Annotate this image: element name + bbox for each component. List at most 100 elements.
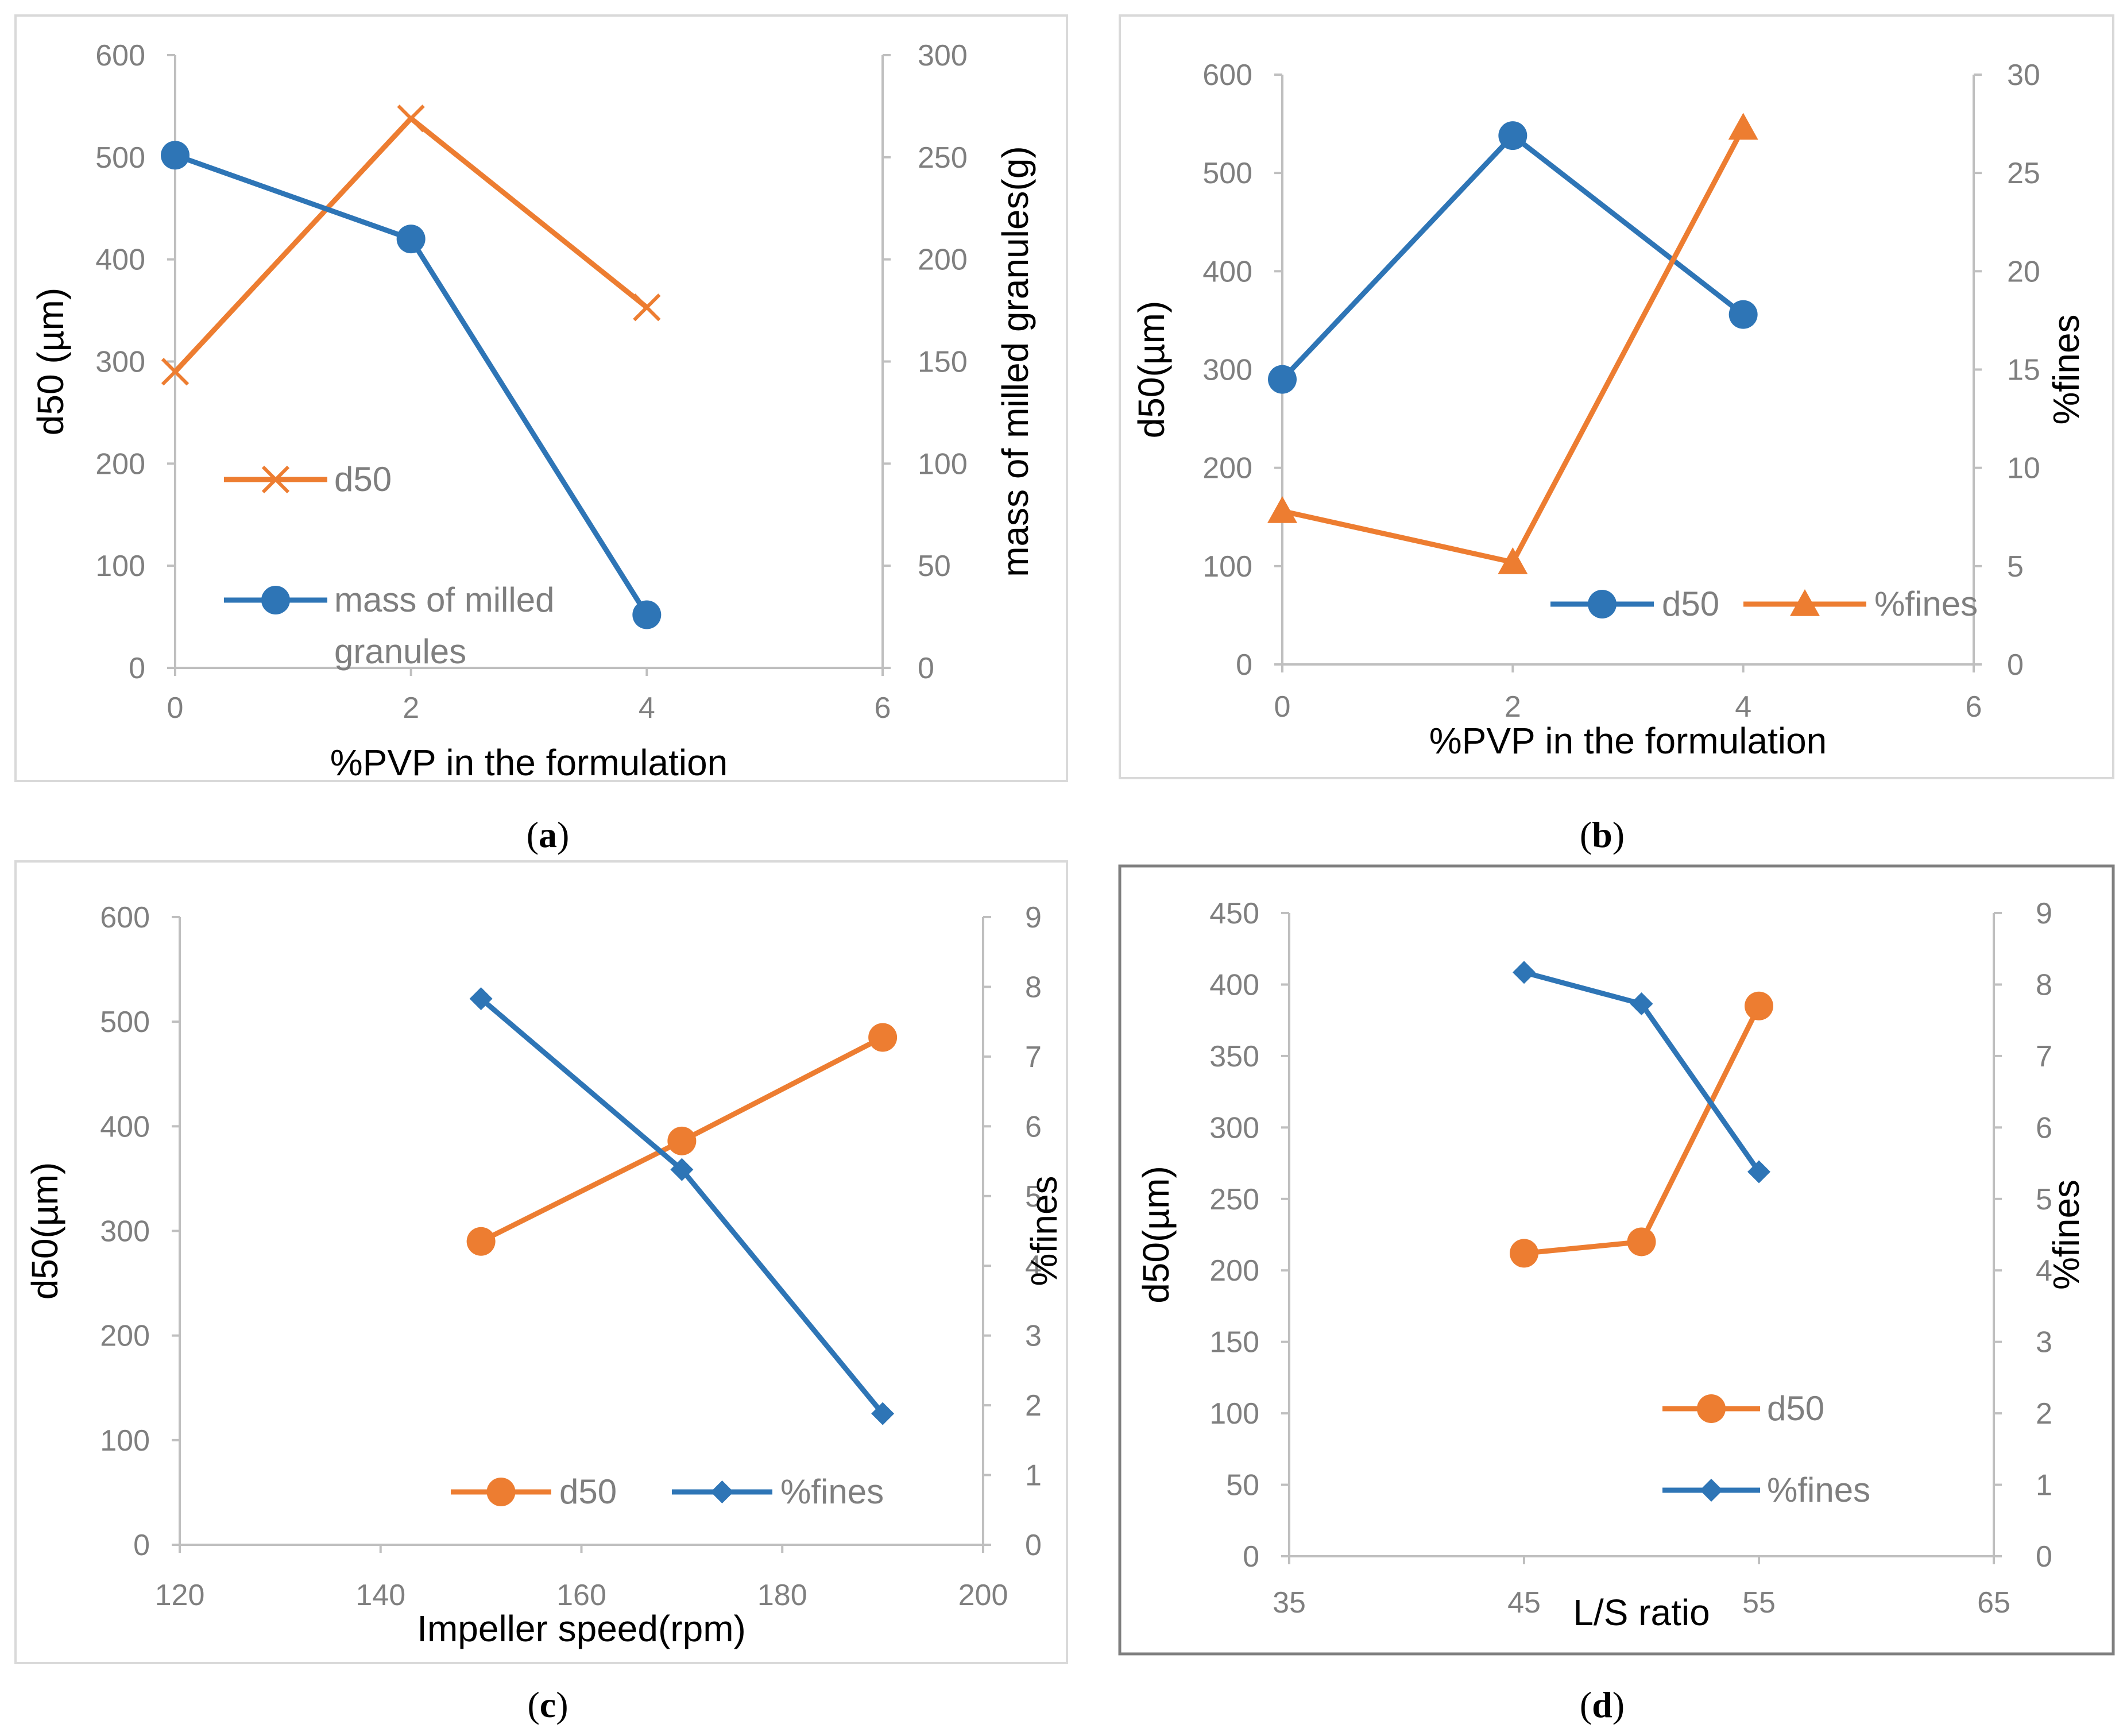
y2-tick-label: 30 — [2007, 59, 2040, 92]
y-tick-label: 50 — [1226, 1469, 1259, 1502]
y2-tick-label: 7 — [1025, 1041, 1042, 1074]
legend-marker — [486, 1478, 516, 1506]
data-point — [469, 987, 493, 1011]
x-tick-label: 140 — [355, 1579, 405, 1612]
legend-label: d50 — [334, 460, 392, 498]
data-point — [633, 293, 661, 322]
data-point — [871, 1402, 895, 1425]
x-tick-label: 120 — [155, 1579, 205, 1612]
legend-marker — [1790, 589, 1820, 616]
y-tick-label: 600 — [1202, 59, 1252, 92]
x-tick-label: 4 — [1735, 690, 1751, 724]
y2-tick-label: 15 — [2007, 354, 2040, 387]
y-tick-label: 300 — [1202, 354, 1252, 387]
y2-tick-label: 9 — [2036, 897, 2052, 930]
y-tick-label: 300 — [1209, 1111, 1259, 1145]
x-axis-title: L/S ratio — [1573, 1592, 1710, 1633]
data-point — [161, 358, 190, 386]
y2-tick-label: 3 — [2036, 1326, 2052, 1359]
legend-marker — [1588, 590, 1617, 618]
y-axis-title: d50(µm) — [1131, 301, 1172, 439]
data-point — [161, 141, 190, 170]
legend-label: %fines — [1767, 1471, 1870, 1509]
y-tick-label: 200 — [100, 1320, 150, 1353]
x-tick-label: 2 — [403, 691, 419, 725]
y-axis-title: d50(µm) — [1135, 1166, 1177, 1304]
legend-label: d50 — [1662, 585, 1719, 623]
x-axis-title: %PVP in the formulation — [1429, 720, 1827, 761]
data-point — [1728, 300, 1758, 329]
x-tick-label: 160 — [556, 1579, 606, 1612]
y2-tick-label: 0 — [2036, 1540, 2052, 1573]
data-point — [632, 600, 662, 629]
y-tick-label: 600 — [100, 901, 150, 934]
y2-tick-label: 300 — [918, 39, 968, 72]
chart-frame — [1119, 14, 2114, 779]
x-tick-label: 55 — [1742, 1586, 1776, 1619]
x-tick-label: 180 — [757, 1579, 807, 1612]
data-point — [1267, 496, 1297, 523]
y2-axis-title: mass of milled granules(g) — [995, 146, 1036, 577]
y2-tick-label: 4 — [2036, 1254, 2052, 1287]
legend-marker — [710, 1480, 734, 1503]
y2-tick-label: 0 — [2007, 648, 2024, 682]
x-tick-label: 6 — [1966, 690, 1982, 724]
y2-tick-label: 2 — [1025, 1389, 1042, 1422]
y2-tick-label: 4 — [1025, 1250, 1042, 1283]
y-tick-label: 200 — [1209, 1254, 1259, 1287]
y-tick-label: 100 — [95, 550, 145, 583]
y-tick-label: 200 — [1202, 452, 1252, 485]
panel-a: 0 100 200 300 400 500 600 0 50 100 150 200 250 300 0 2 4… — [14, 14, 1068, 855]
y2-tick-label: 150 — [918, 346, 968, 379]
y-axis-title: d50(µm) — [24, 1162, 65, 1300]
y-tick-label: 250 — [1209, 1183, 1259, 1216]
y2-tick-label: 8 — [2036, 968, 2052, 1002]
panel-caption: (c) — [527, 1684, 568, 1725]
y-tick-label: 500 — [100, 1006, 150, 1039]
y2-tick-label: 20 — [2007, 255, 2040, 288]
y2-tick-label: 9 — [1025, 901, 1042, 934]
y2-axis-title: %fines — [2045, 314, 2087, 424]
y-tick-label: 100 — [1209, 1397, 1259, 1430]
legend-marker — [1697, 1394, 1726, 1423]
data-point — [1630, 992, 1653, 1016]
data-point — [466, 1227, 496, 1256]
panel-c: 0 100 200 300 400 500 600 0 1 2 3 4 5 6 7 8 9 120 140 160 18… — [14, 860, 1068, 1725]
y2-tick-label: 25 — [2007, 157, 2040, 190]
data-point — [1627, 1227, 1656, 1256]
y2-tick-label: 50 — [918, 550, 951, 583]
panel-caption: (d) — [1580, 1684, 1625, 1725]
y-axis-title: d50 (µm) — [30, 288, 71, 435]
data-point — [1268, 365, 1297, 394]
panel-caption: (a) — [527, 814, 570, 855]
x-axis-title: %PVP in the formulation — [330, 742, 728, 783]
y2-tick-label: 6 — [1025, 1110, 1042, 1143]
y2-tick-label: 0 — [1025, 1529, 1042, 1562]
data-point — [1728, 113, 1758, 140]
y-tick-label: 400 — [100, 1110, 150, 1143]
y-tick-label: 300 — [100, 1215, 150, 1248]
x-tick-label: 0 — [1274, 690, 1291, 724]
chart-frame — [14, 14, 1068, 782]
y2-tick-label: 5 — [2007, 550, 2024, 583]
data-point — [667, 1126, 697, 1155]
y-tick-label: 0 — [133, 1529, 150, 1562]
y2-tick-label: 1 — [1025, 1459, 1042, 1493]
x-tick-label: 45 — [1507, 1586, 1541, 1619]
y2-tick-label: 10 — [2007, 452, 2040, 485]
legend-marker — [261, 465, 290, 494]
y-tick-label: 200 — [95, 447, 145, 481]
y-tick-label: 400 — [95, 243, 145, 277]
data-point — [397, 105, 425, 133]
data-point — [1498, 547, 1528, 574]
y-tick-label: 100 — [1202, 550, 1252, 583]
y-tick-label: 0 — [1236, 648, 1252, 682]
legend-label: mass of milled granules — [334, 581, 554, 671]
y-tick-label: 500 — [1202, 157, 1252, 190]
y-tick-label: 400 — [1202, 255, 1252, 288]
data-point — [1747, 1160, 1770, 1184]
data-point — [1745, 991, 1773, 1020]
y-tick-label: 400 — [1209, 968, 1259, 1002]
